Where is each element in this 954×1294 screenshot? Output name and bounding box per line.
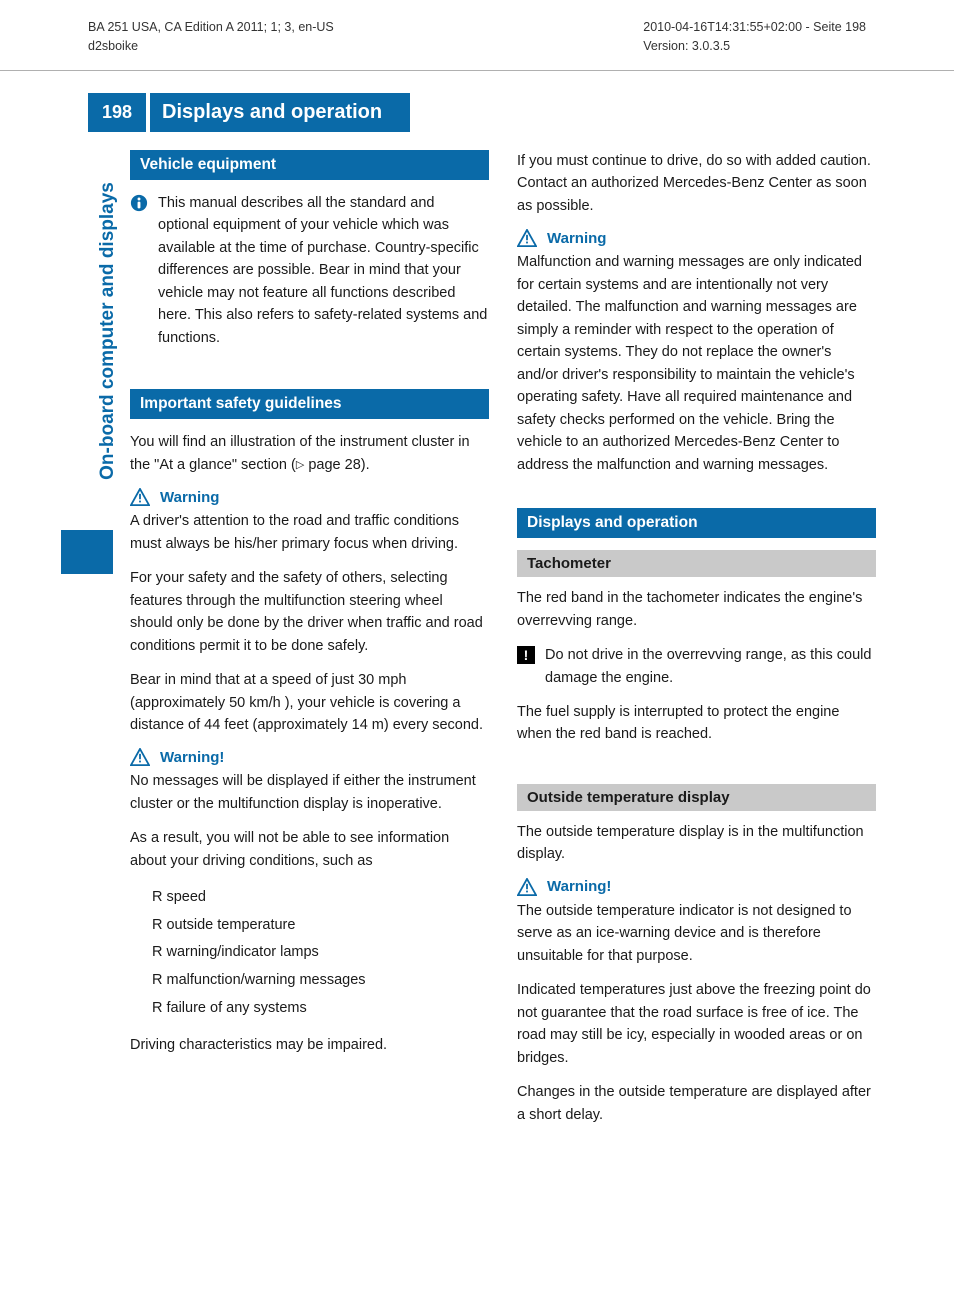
- bullet-list: Rspeed Routside temperature Rwarning/ind…: [130, 884, 489, 1022]
- warning-title-2: Warning!: [160, 749, 224, 766]
- side-tab-block: [61, 530, 113, 574]
- content: Vehicle equipment This manual describes …: [130, 150, 876, 1138]
- meta-left-line2: d2sboike: [88, 37, 334, 56]
- meta-right-line2: Version: 3.0.3.5: [643, 37, 866, 56]
- subheading-tachometer: Tachometer: [517, 550, 876, 577]
- column-left: Vehicle equipment This manual describes …: [130, 150, 489, 1138]
- notice-icon: !: [517, 646, 535, 664]
- warning-icon: [130, 748, 150, 766]
- col2-top: If you must continue to drive, do so wit…: [517, 150, 876, 217]
- warning-title-3: Warning: [547, 230, 606, 247]
- side-tab: On-board computer and displays: [88, 150, 114, 580]
- heading-vehicle-equipment: Vehicle equipment: [130, 150, 489, 180]
- subheading-temp: Outside temperature display: [517, 784, 876, 811]
- column-right: If you must continue to drive, do so wit…: [517, 150, 876, 1138]
- list-item: Rspeed: [138, 884, 489, 912]
- side-tab-text: On-board computer and displays: [97, 151, 119, 511]
- warn1-p2: For your safety and the safety of others…: [130, 567, 489, 657]
- warning-heading-4: Warning!: [517, 878, 876, 896]
- warn1-p3: Bear in mind that at a speed of just 30 …: [130, 669, 489, 736]
- warning-heading-2: Warning!: [130, 748, 489, 766]
- list-item: Rfailure of any systems: [138, 995, 489, 1023]
- tach-p1: The red band in the tachometer indicates…: [517, 587, 876, 632]
- page-title: Displays and operation: [150, 93, 410, 132]
- warning-heading-1: Warning: [130, 488, 489, 506]
- tach-excl: Do not drive in the overrevving range, a…: [545, 644, 876, 689]
- info-icon: [130, 194, 148, 212]
- temp-warn-p1: The outside temperature indicator is not…: [517, 900, 876, 967]
- meta-right-line1: 2010-04-16T14:31:55+02:00 - Seite 198: [643, 18, 866, 37]
- warning-title-4: Warning!: [547, 878, 611, 895]
- list-item: Rwarning/indicator lamps: [138, 939, 489, 967]
- temp-warn-p2: Indicated temperatures just above the fr…: [517, 979, 876, 1069]
- warning-icon: [517, 229, 537, 247]
- tach-p2: The fuel supply is interrupted to protec…: [517, 701, 876, 746]
- heading-displays: Displays and operation: [517, 508, 876, 538]
- warn2-p2: As a result, you will not be able to see…: [130, 827, 489, 872]
- divider: [0, 70, 954, 71]
- info-block: This manual describes all the standard a…: [130, 192, 489, 349]
- warn2-p1: No messages will be displayed if either …: [130, 770, 489, 815]
- temp-p2: Changes in the outside temperature are d…: [517, 1081, 876, 1126]
- warn2-p3: Driving characteristics may be impaired.: [130, 1034, 489, 1056]
- meta-right: 2010-04-16T14:31:55+02:00 - Seite 198 Ve…: [643, 18, 866, 56]
- title-bar: 198 Displays and operation: [88, 93, 954, 132]
- warning-icon: [130, 488, 150, 506]
- meta-left: BA 251 USA, CA Edition A 2011; 1; 3, en-…: [88, 18, 334, 56]
- list-item: Routside temperature: [138, 912, 489, 940]
- warning-heading-3: Warning: [517, 229, 876, 247]
- page-number: 198: [88, 93, 146, 132]
- header-meta: BA 251 USA, CA Edition A 2011; 1; 3, en-…: [0, 0, 954, 56]
- warning-title-1: Warning: [160, 489, 219, 506]
- notice-block: ! Do not drive in the overrevving range,…: [517, 644, 876, 689]
- meta-left-line1: BA 251 USA, CA Edition A 2011; 1; 3, en-…: [88, 18, 334, 37]
- safety-intro: You will find an illustration of the ins…: [130, 431, 489, 476]
- warn3-p: Malfunction and warning messages are onl…: [517, 251, 876, 476]
- list-item: Rmalfunction/warning messages: [138, 967, 489, 995]
- info-text: This manual describes all the standard a…: [158, 192, 489, 349]
- heading-safety: Important safety guidelines: [130, 389, 489, 419]
- warning-icon: [517, 878, 537, 896]
- temp-p1: The outside temperature display is in th…: [517, 821, 876, 866]
- warn1-p1: A driver's attention to the road and tra…: [130, 510, 489, 555]
